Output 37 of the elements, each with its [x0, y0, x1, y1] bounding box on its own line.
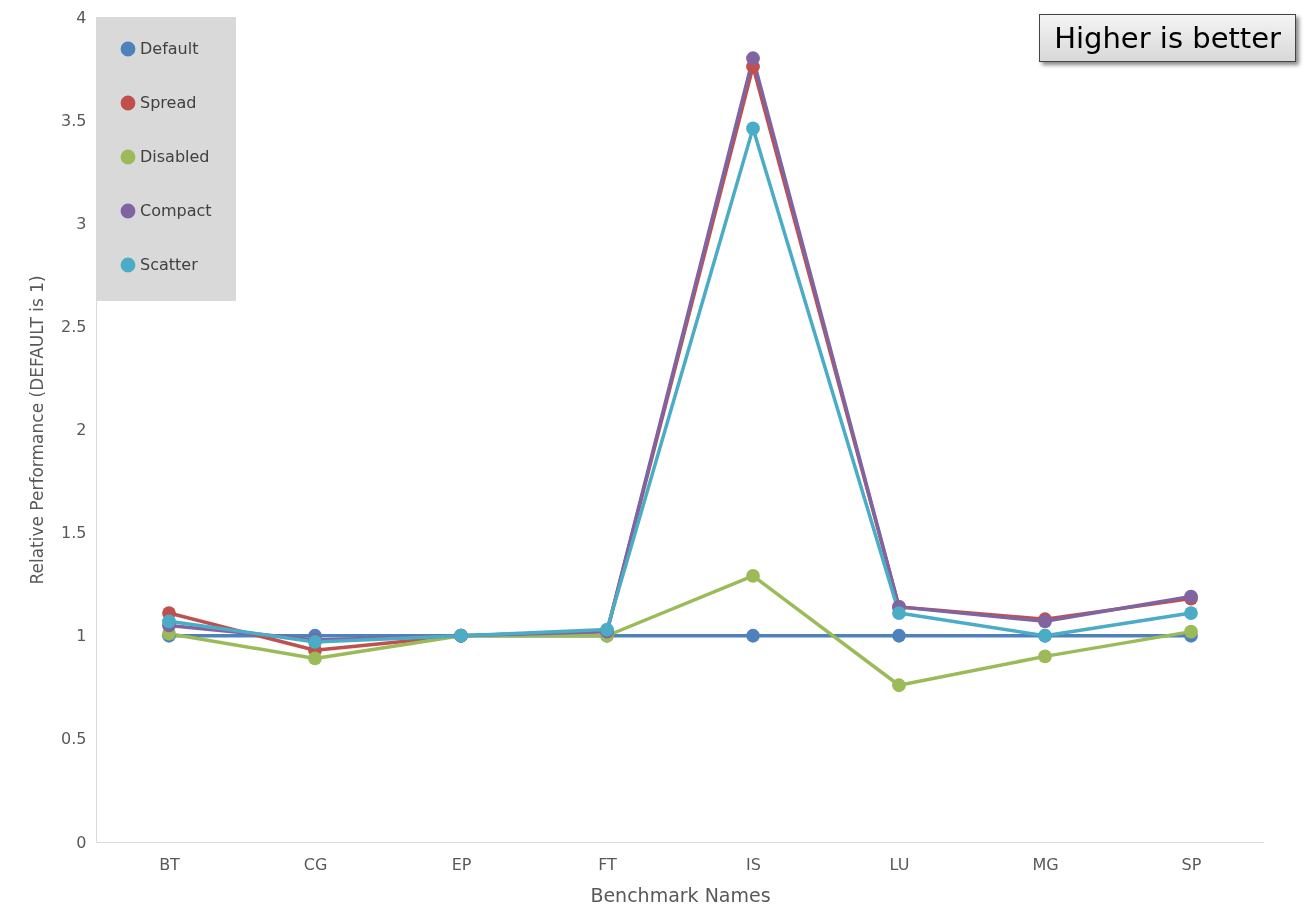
x-tick-label: IS — [746, 854, 761, 874]
x-tick-label: EP — [451, 854, 472, 874]
y-tick-label: 3.5 — [61, 110, 87, 130]
point — [746, 51, 760, 66]
legend-label: Disabled — [140, 147, 210, 166]
point — [1184, 624, 1198, 639]
annotation: Higher is better — [1039, 14, 1296, 62]
x-tick-label: MG — [1032, 854, 1059, 874]
x-tick-label: CG — [303, 854, 328, 874]
point — [162, 614, 176, 629]
point — [746, 569, 760, 583]
y-tick-label: 3 — [76, 213, 87, 233]
x-tick-label: LU — [889, 854, 910, 874]
point — [1038, 649, 1052, 664]
y-tick-label: 1 — [76, 626, 87, 646]
point — [308, 651, 322, 666]
legend-label: Spread — [140, 93, 197, 112]
y-tick-label: 2.5 — [61, 316, 87, 336]
x-tick-label: FT — [598, 854, 618, 874]
x-axis-title: Benchmark Names — [590, 883, 771, 906]
legend-label: Scatter — [140, 255, 199, 274]
point — [746, 121, 760, 136]
point — [892, 606, 906, 620]
legend-label: Compact — [140, 201, 212, 220]
point — [746, 628, 760, 643]
y-tick-label: 1.5 — [61, 523, 87, 543]
y-tick-label: 0 — [76, 832, 87, 852]
y-tick-label: 2 — [76, 420, 87, 439]
point — [892, 678, 906, 693]
point — [1184, 606, 1198, 620]
legend-label: Default — [140, 39, 199, 58]
x-tick-label: SP — [1181, 854, 1202, 874]
x-tick-label: BT — [159, 854, 181, 874]
point — [892, 628, 906, 643]
y-tick-label: 4 — [76, 7, 87, 27]
y-axis-title: Relative Performance (DEFAULT is 1) — [27, 275, 48, 585]
y-tick-label: 0.5 — [61, 729, 87, 749]
